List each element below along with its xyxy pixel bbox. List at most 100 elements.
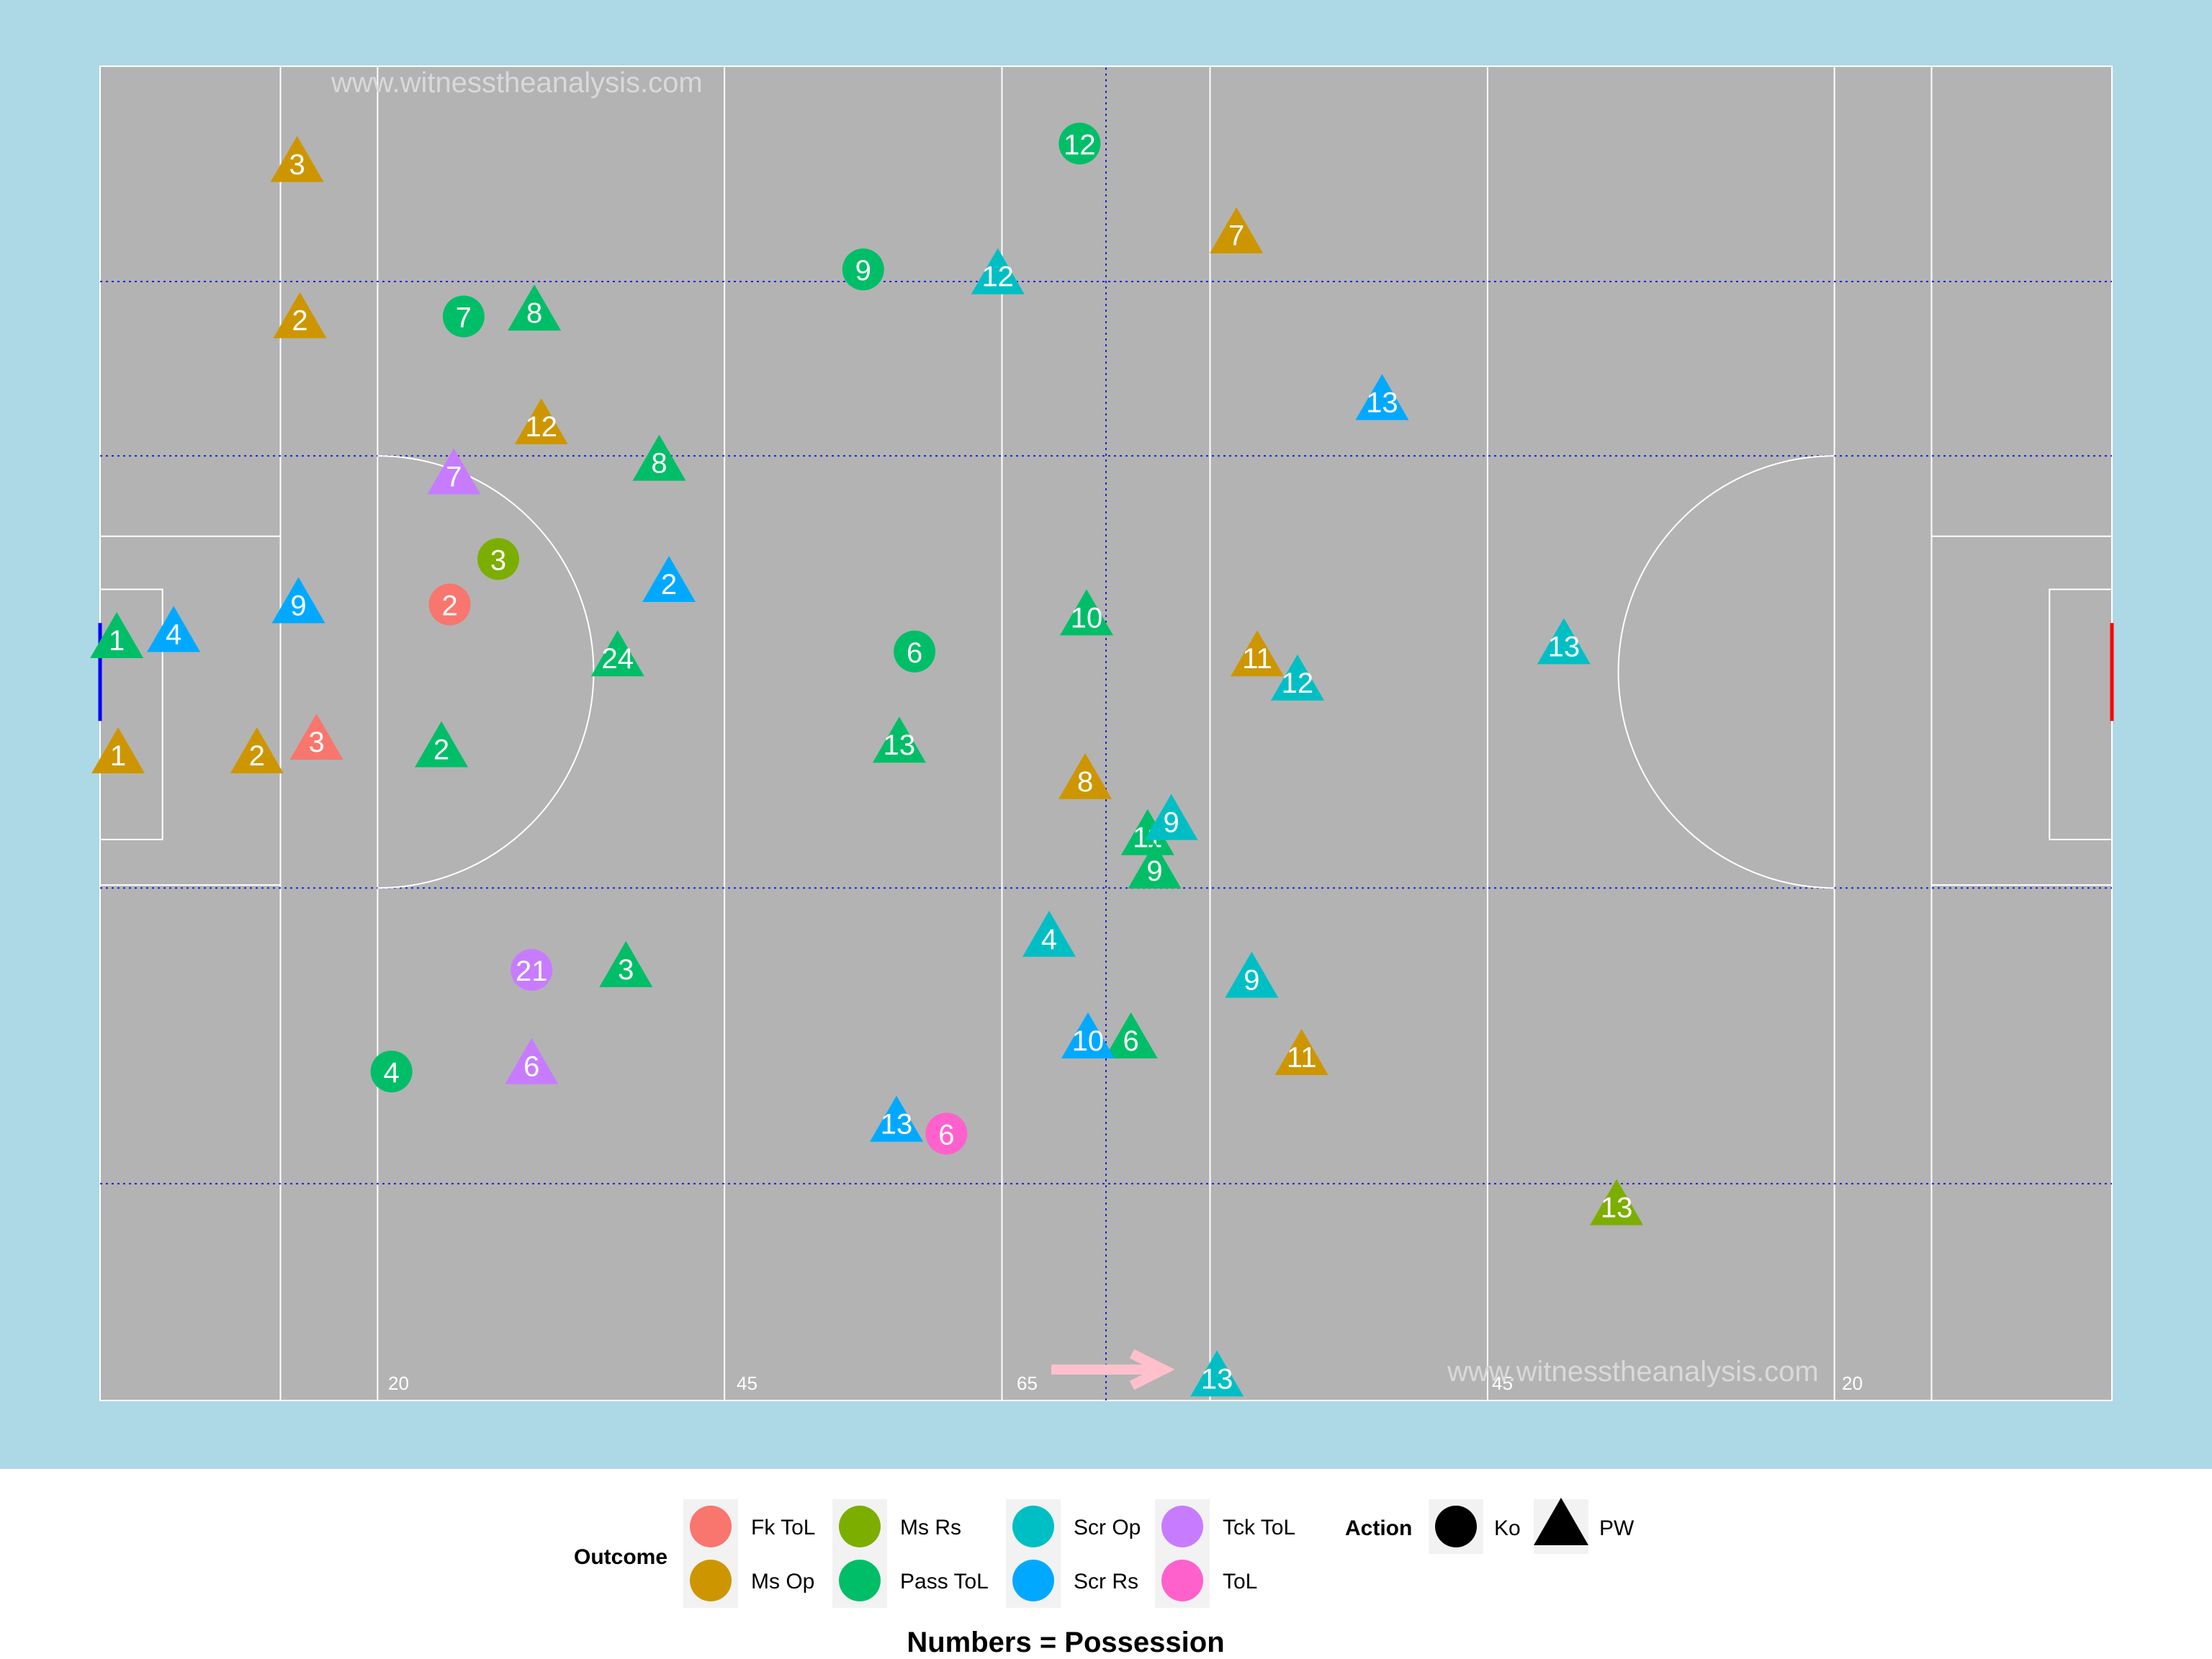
point-marker (1225, 951, 1279, 998)
right-small-rectangle (2049, 588, 2112, 840)
point-marker (1231, 630, 1285, 677)
point-marker (1061, 1012, 1115, 1058)
point-label: 4 (166, 619, 181, 651)
legend-key-swatch (839, 1506, 881, 1547)
point-marker (428, 583, 471, 626)
point-label: 8 (651, 448, 667, 480)
point-marker (273, 292, 327, 338)
data-point: 6 (505, 1038, 559, 1084)
legend-key-swatch (1161, 1560, 1203, 1601)
data-point: 10 (1061, 1012, 1115, 1058)
data-point: 2 (273, 292, 327, 338)
point-marker (1022, 910, 1076, 957)
data-point: 8 (1058, 752, 1112, 799)
point-marker (590, 630, 644, 677)
point-label: 12 (526, 411, 558, 443)
point-marker (1128, 842, 1182, 889)
point-marker (870, 1095, 924, 1142)
point-label: 12 (1064, 129, 1096, 161)
legend-key-swatch (690, 1560, 732, 1601)
data-point: 12 (1270, 654, 1324, 701)
data-point: 6 (925, 1112, 968, 1155)
legend-key-swatch (1012, 1506, 1054, 1547)
point-marker (477, 538, 520, 580)
data-point: 8 (508, 284, 562, 331)
data-point: 21 (511, 948, 553, 991)
data-point: 3 (599, 940, 653, 987)
point-label: 21 (516, 956, 548, 987)
data-point: 11 (1231, 630, 1285, 677)
point-marker (1104, 1012, 1158, 1058)
point-marker (90, 611, 144, 658)
data-point: 9 (1225, 951, 1279, 998)
watermark-top: www.witnesstheanalysis.com (331, 67, 703, 99)
data-point: 13 (870, 1095, 924, 1142)
point-label: 12 (981, 261, 1014, 293)
point-marker (1270, 654, 1324, 701)
point-label: 13 (1366, 387, 1398, 418)
pitch-label-45-right: 45 (1492, 1372, 1513, 1394)
point-label: 2 (249, 740, 265, 772)
chart-caption: Numbers = Possession (907, 1627, 1224, 1658)
point-label: 8 (1077, 766, 1093, 798)
point-label: 9 (1244, 965, 1259, 997)
right-arc (1617, 455, 1835, 889)
point-label: 4 (384, 1057, 400, 1089)
data-point: 13 (872, 716, 926, 763)
point-marker (1590, 1179, 1644, 1226)
point-label: 11 (1242, 643, 1272, 675)
point-label: 13 (1201, 1363, 1233, 1395)
data-point: 12 (1058, 122, 1101, 165)
right-large-rectangle (1930, 535, 2112, 886)
point-label: 3 (490, 544, 506, 576)
point-label: 10 (1072, 1025, 1105, 1057)
point-marker (91, 727, 145, 773)
pitch-label-20-left: 20 (388, 1372, 409, 1394)
point-label: 11 (1287, 1042, 1317, 1074)
pitch-surface (99, 66, 2113, 1401)
data-point: 12 (971, 248, 1025, 295)
point-marker (971, 248, 1025, 295)
data-point: 4 (1022, 910, 1076, 957)
legend-key-swatch (1012, 1560, 1054, 1601)
legend-outcome-title: Outcome (574, 1545, 667, 1569)
data-point: 9 (1144, 793, 1198, 840)
point-label: 2 (661, 569, 677, 601)
data-point: 9 (1128, 842, 1182, 889)
data-point: 11 (1274, 1029, 1328, 1076)
data-point: 3 (477, 538, 520, 580)
legend-key-swatch (1161, 1506, 1203, 1547)
legend-key-label: Pass ToL (900, 1570, 989, 1593)
point-label: 3 (618, 954, 634, 986)
pitch-label-65: 65 (1017, 1372, 1038, 1394)
data-point: 1 (91, 727, 145, 773)
data-point: 13 (1190, 1350, 1244, 1397)
point-marker (1210, 207, 1264, 253)
data-point: 4 (370, 1051, 413, 1093)
point-label: 7 (456, 302, 472, 333)
data-point: 9 (842, 248, 884, 291)
point-marker (270, 135, 324, 182)
point-label: 9 (290, 590, 306, 622)
point-label: 1 (110, 740, 126, 772)
data-point: 3 (289, 714, 343, 760)
data-point: 13 (1590, 1179, 1644, 1226)
legend-action-title: Action (1345, 1516, 1412, 1540)
legend-key-label: Scr Op (1074, 1516, 1141, 1539)
point-label: 13 (881, 1109, 913, 1141)
left-small-rectangle (100, 588, 163, 840)
pitch-distance-labels: 20 45 65 45 20 (388, 1372, 1863, 1394)
point-marker (514, 398, 568, 445)
point-marker (230, 727, 284, 773)
point-marker (289, 714, 343, 760)
point-label: 2 (292, 305, 307, 337)
data-point: 2 (415, 721, 469, 768)
data-point: 2 (642, 556, 696, 603)
point-marker (642, 556, 696, 603)
data-point: 1 (90, 611, 144, 658)
data-point: 8 (632, 434, 686, 481)
point-marker (872, 716, 926, 763)
data-point: 3 (270, 135, 324, 182)
point-marker (1274, 1029, 1328, 1076)
